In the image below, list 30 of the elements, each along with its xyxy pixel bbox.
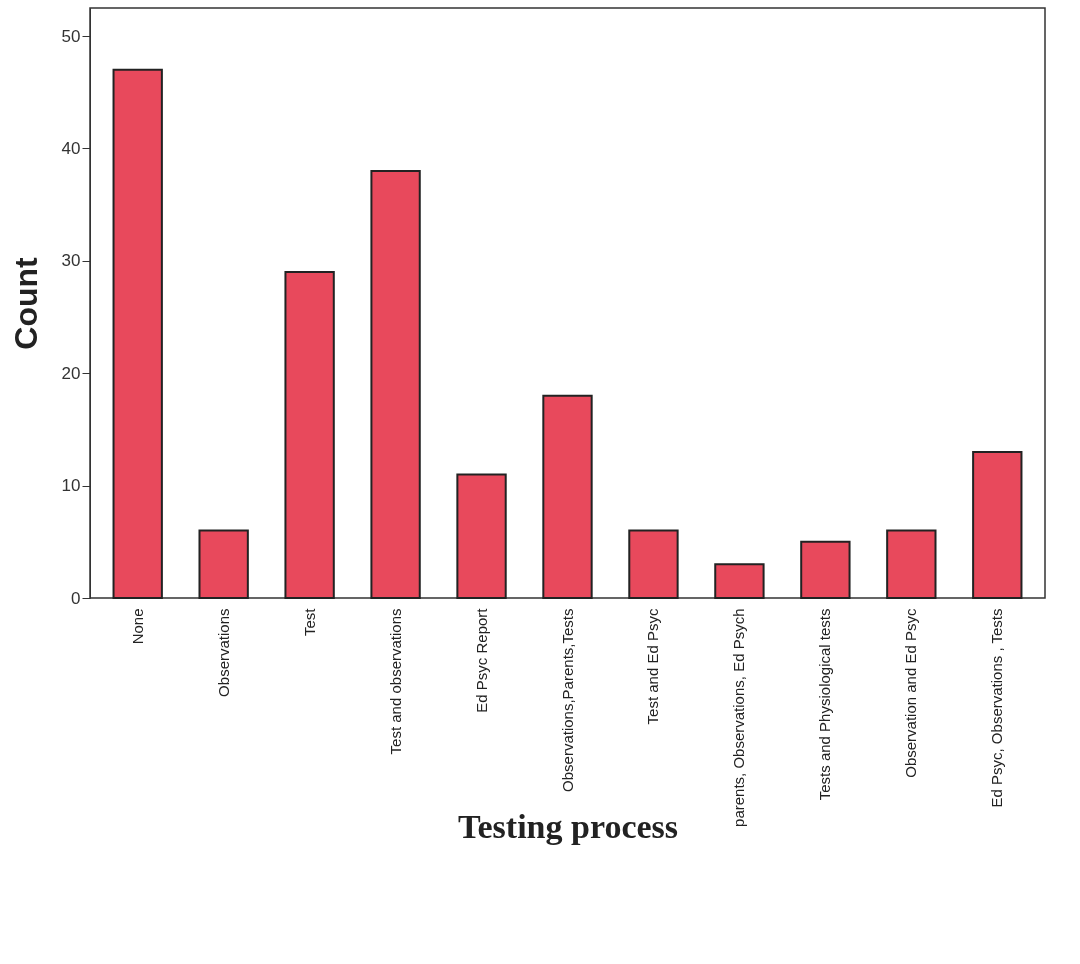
x-tick-label: Test	[300, 607, 318, 637]
y-axis-title: Count	[7, 256, 44, 350]
bar	[284, 271, 335, 599]
bar	[714, 563, 765, 599]
x-tick-label: Observations,Parents,Tests	[558, 608, 576, 792]
bar	[370, 169, 421, 599]
y-tick-label: 20	[61, 363, 81, 383]
x-tick-label: parents, Observations, Ed Psych	[730, 608, 748, 827]
x-tick-label: Observations	[214, 608, 232, 697]
y-tick-label: 50	[61, 26, 81, 46]
x-tick-label: None	[128, 608, 146, 645]
y-tick-label: 30	[61, 251, 81, 271]
x-tick-label: Ed Psyc Report	[472, 607, 490, 713]
x-tick-label: Ed Psyc, Observations , Tests	[988, 608, 1006, 808]
bar	[628, 529, 679, 599]
bar	[112, 68, 163, 599]
x-tick-label: Tests and Physiological tests	[816, 608, 834, 801]
bar	[198, 529, 249, 599]
x-tick-label: Test and observations	[386, 608, 404, 755]
y-tick-label: 0	[71, 588, 81, 608]
y-tick-label: 10	[61, 476, 81, 496]
bar	[456, 473, 507, 599]
bar	[972, 450, 1023, 599]
x-tick-label: Test and Ed Psyc	[644, 608, 662, 725]
y-tick-label: 40	[61, 138, 81, 158]
bar	[800, 540, 851, 599]
bar	[886, 529, 937, 599]
x-tick-label: Observation and Ed Psyc	[902, 608, 920, 778]
bar	[542, 394, 593, 599]
x-axis-title: Testing process	[457, 807, 679, 845]
